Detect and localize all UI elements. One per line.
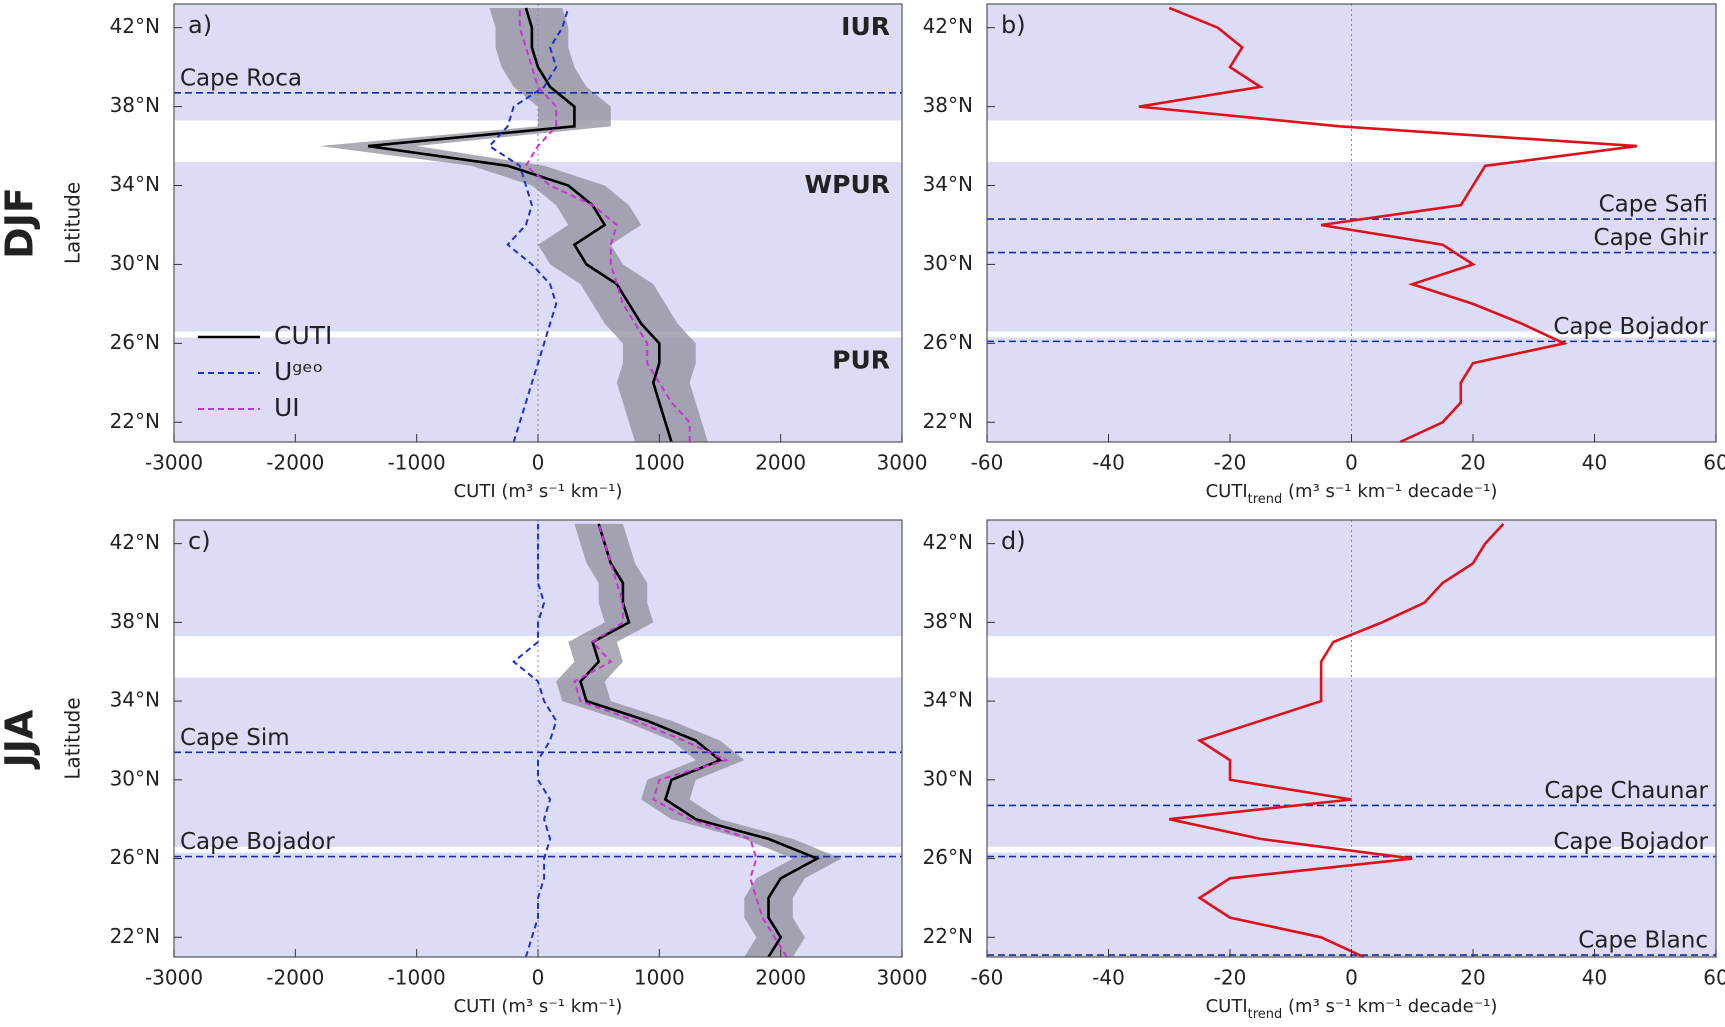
x-tick-label: 0 <box>1345 966 1358 990</box>
y-tick-label: 22°N <box>923 924 973 948</box>
x-tick-label: -40 <box>1092 451 1125 475</box>
y-tick-label: 34°N <box>923 688 973 712</box>
region-label: IUR <box>841 12 890 41</box>
y-tick-label: 34°N <box>110 688 160 712</box>
y-tick-label: 26°N <box>923 845 973 869</box>
x-tick-label: 3000 <box>877 966 928 990</box>
y-tick-label: 42°N <box>110 14 160 38</box>
x-tick-label: -60 <box>971 966 1004 990</box>
panel-label: a) <box>188 11 212 39</box>
cape-label: Cape Bojador <box>1553 314 1708 340</box>
x-tick-label: -20 <box>1214 451 1247 475</box>
x-axis-label-rest: (m³ s⁻¹ km⁻¹ decade⁻¹) <box>1282 481 1497 502</box>
x-axis-label: CUTI (m³ s⁻¹ km⁻¹) <box>454 481 623 502</box>
x-axis-label-rest: (m³ s⁻¹ km⁻¹ decade⁻¹) <box>1282 996 1497 1017</box>
y-tick-label: 26°N <box>110 845 160 869</box>
x-tick-label: -2000 <box>266 966 324 990</box>
cape-label: Cape Bojador <box>180 829 335 855</box>
series-line <box>367 7 673 443</box>
y-tick-label: 38°N <box>110 609 160 633</box>
x-axis-label: CUTI (m³ s⁻¹ km⁻¹) <box>454 996 623 1017</box>
x-tick-label: 0 <box>532 966 545 990</box>
series-line <box>579 523 821 958</box>
x-tick-label: 2000 <box>755 966 806 990</box>
x-tick-label: 1000 <box>634 966 685 990</box>
y-tick-label: 38°N <box>923 609 973 633</box>
panel-label: b) <box>1001 11 1026 39</box>
y-tick-label: 30°N <box>923 766 973 790</box>
legend-label: UI <box>274 393 300 422</box>
cape-label: Cape Sim <box>180 725 290 751</box>
y-tick-label: 34°N <box>110 172 160 196</box>
series-line <box>487 7 570 443</box>
y-tick-label: 30°N <box>110 251 160 275</box>
x-axis-label-sub: trend <box>1248 492 1283 507</box>
y-tick-label: 22°N <box>110 924 160 948</box>
x-tick-label: -40 <box>1092 966 1125 990</box>
series-line <box>518 7 691 442</box>
spread-band <box>556 523 842 957</box>
cape-label: Cape Roca <box>180 65 302 91</box>
region-label: WPUR <box>805 170 890 199</box>
x-tick-label: 3000 <box>877 451 928 475</box>
y-tick-label: 42°N <box>110 530 160 554</box>
x-tick-label: -3000 <box>145 451 203 475</box>
cape-label: Cape Chaunar <box>1544 778 1708 804</box>
cape-label: Cape Blanc <box>1578 928 1708 954</box>
y-tick-label: 30°N <box>923 251 973 275</box>
y-tick-label: 26°N <box>923 330 973 354</box>
x-tick-label: 0 <box>1345 451 1358 475</box>
y-axis-label: Latitude <box>61 697 85 779</box>
x-tick-label: -1000 <box>388 451 446 475</box>
legend-label: Uᵍᵉᵒ <box>274 357 323 386</box>
spread-band <box>319 7 708 442</box>
x-axis-label-sub: trend <box>1248 1007 1283 1022</box>
region-label: PUR <box>832 345 890 374</box>
x-tick-label: 40 <box>1582 451 1607 475</box>
series-line <box>573 523 788 958</box>
x-tick-label: 1000 <box>634 451 685 475</box>
legend-label: CUTI <box>274 321 332 350</box>
cape-label: Cape Safi <box>1599 192 1708 218</box>
panel-label: d) <box>1001 527 1026 555</box>
y-tick-label: 38°N <box>110 93 160 117</box>
series-line <box>1169 523 1505 959</box>
x-axis-label-main: CUTI <box>1206 481 1248 502</box>
y-tick-label: 38°N <box>923 93 973 117</box>
y-axis-label: Latitude <box>61 182 85 264</box>
x-tick-label: -60 <box>971 451 1004 475</box>
x-axis-label-main: CUTI <box>1206 996 1248 1017</box>
x-tick-label: 20 <box>1460 451 1485 475</box>
x-tick-label: -2000 <box>266 451 324 475</box>
x-tick-label: -20 <box>1214 966 1247 990</box>
x-tick-label: 2000 <box>755 451 806 475</box>
x-tick-label: -1000 <box>388 966 446 990</box>
cape-label: Cape Ghir <box>1594 225 1709 251</box>
x-tick-label: 60 <box>1703 451 1725 475</box>
x-tick-label: -3000 <box>145 966 203 990</box>
season-label: JJA <box>0 709 42 770</box>
y-tick-label: 42°N <box>923 14 973 38</box>
series-line <box>512 523 558 958</box>
x-tick-label: 40 <box>1582 966 1607 990</box>
x-tick-label: 0 <box>532 451 545 475</box>
y-tick-label: 22°N <box>923 409 973 433</box>
x-tick-label: 60 <box>1703 966 1725 990</box>
y-tick-label: 34°N <box>923 172 973 196</box>
y-tick-label: 26°N <box>110 330 160 354</box>
cape-label: Cape Bojador <box>1553 829 1708 855</box>
y-tick-label: 30°N <box>110 766 160 790</box>
x-axis-label: CUTItrend (m³ s⁻¹ km⁻¹ decade⁻¹) <box>1206 996 1498 1022</box>
x-axis-label: CUTItrend (m³ s⁻¹ km⁻¹ decade⁻¹) <box>1206 481 1498 507</box>
y-tick-label: 22°N <box>110 409 160 433</box>
season-label: DJF <box>0 187 42 259</box>
region-band <box>987 520 1716 637</box>
x-tick-label: 20 <box>1460 966 1485 990</box>
y-tick-label: 42°N <box>923 530 973 554</box>
panel-label: c) <box>188 527 211 555</box>
region-band <box>987 4 1716 121</box>
series-line <box>1138 6 1638 444</box>
